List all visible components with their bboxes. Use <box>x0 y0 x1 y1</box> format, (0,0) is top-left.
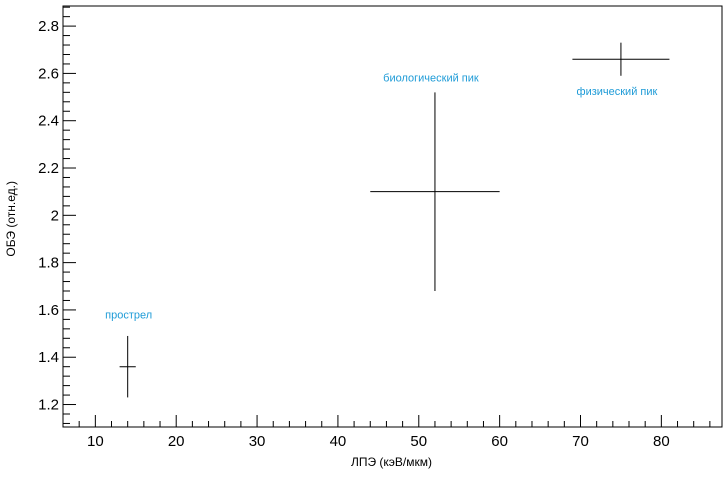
x-tick-label: 70 <box>572 433 589 450</box>
y-axis-title: ОБЭ (отн.ед.) <box>4 181 18 257</box>
y-tick-label: 1.8 <box>38 255 59 272</box>
data-point <box>572 42 670 76</box>
x-tick-label: 60 <box>491 433 508 450</box>
point-label: физический пик <box>577 86 658 98</box>
plot-border <box>62 5 723 428</box>
x-axis: 10 20 30 40 50 60 70 80 <box>78 415 711 450</box>
point-label: прострел <box>105 310 152 322</box>
x-tick-label: 40 <box>330 433 347 450</box>
y-tick-label: 2.8 <box>38 18 59 35</box>
y-tick-label: 2.6 <box>38 65 59 82</box>
x-tick-label: 30 <box>249 433 266 450</box>
y-tick-label: 2.4 <box>38 113 59 130</box>
x-tick-label: 10 <box>87 433 104 450</box>
point-label: биологический пик <box>383 73 479 85</box>
y-tick-label: 2.2 <box>38 160 59 177</box>
x-tick-label: 20 <box>168 433 185 450</box>
y-axis: 1.2 1.4 1.6 1.8 2 2.2 2.4 2.6 2.8 <box>38 6 76 424</box>
plot-frame <box>62 5 723 428</box>
y-tick-label: 1.6 <box>38 302 59 319</box>
data-point <box>370 92 500 292</box>
data-points <box>119 42 670 398</box>
x-axis-title: ЛПЭ (кэВ/мкм) <box>351 455 432 469</box>
annotations: прострел биологический пик физический пик <box>105 73 657 322</box>
x-tick-label: 80 <box>653 433 670 450</box>
x-tick-label: 50 <box>410 433 427 450</box>
y-tick-label: 1.4 <box>38 349 59 366</box>
data-point <box>119 335 136 398</box>
y-tick-label: 1.2 <box>38 397 59 414</box>
y-tick-label: 2 <box>51 207 59 224</box>
